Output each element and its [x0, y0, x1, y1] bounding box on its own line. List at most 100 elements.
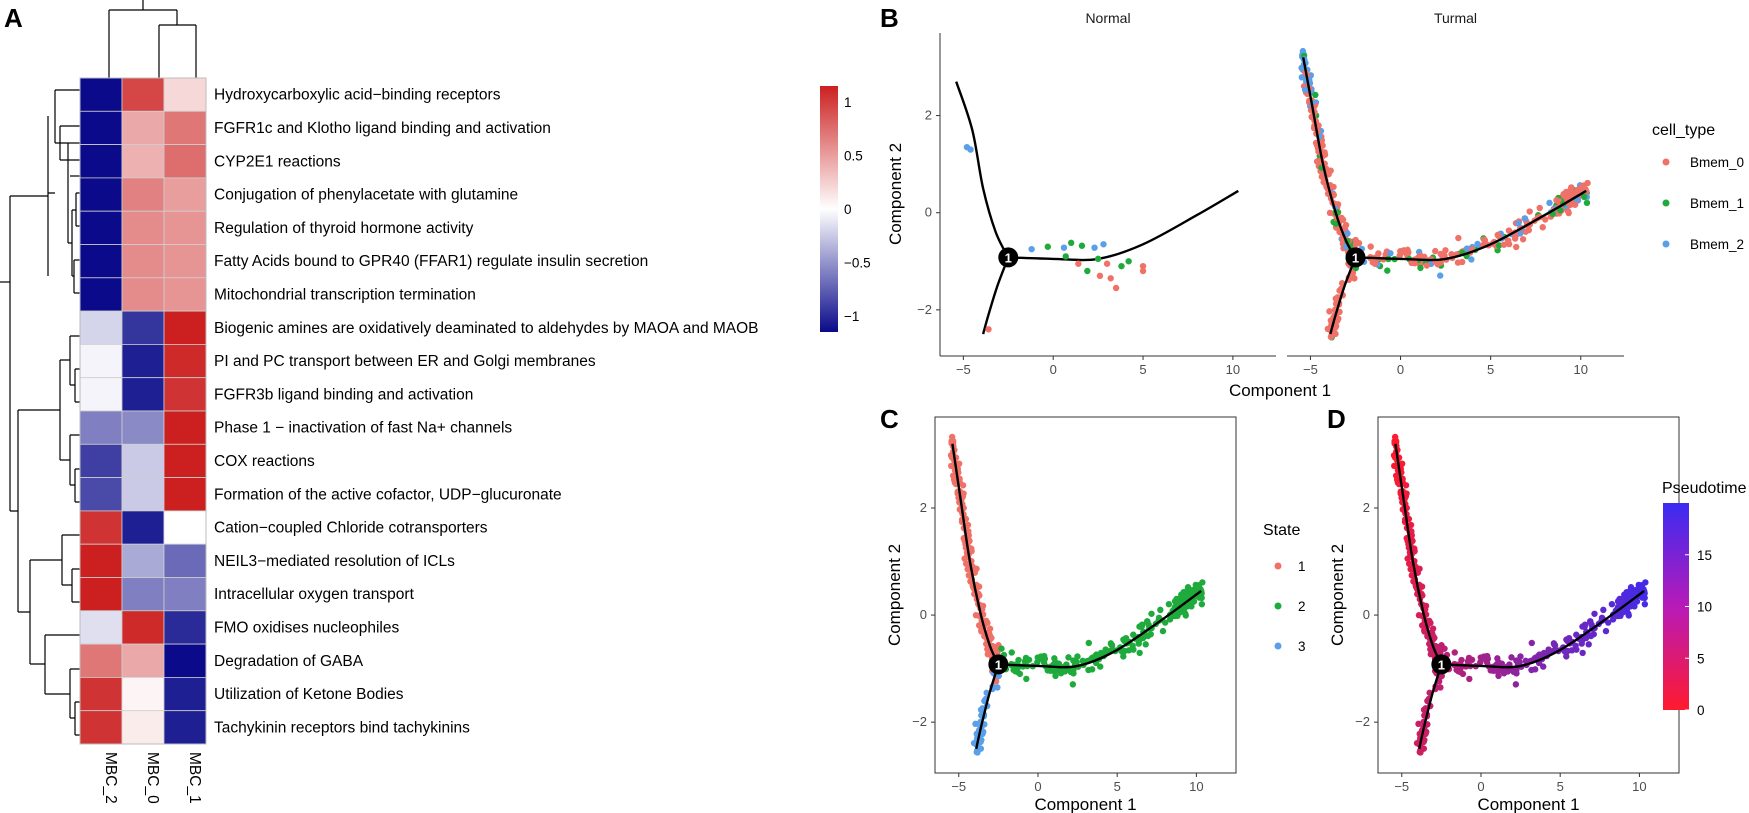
cell-point: [1070, 666, 1077, 674]
cell-point: [983, 617, 990, 625]
cell-point: [986, 625, 994, 632]
heatmap-cell: [121, 677, 165, 712]
legend-swatch: [1274, 642, 1282, 650]
heatmap-cell: [121, 410, 165, 445]
heatmap-cell: [79, 410, 123, 445]
cell-point: [961, 555, 968, 562]
cell-point: [1583, 199, 1591, 207]
cell-point: [1466, 675, 1473, 683]
trajectory-panel-c: −5 0 5 10 2 0 −2 1 Component 1 Component 2 State 1 2…: [885, 416, 1306, 813]
cell-point: [1015, 656, 1022, 664]
colorbar-tick-label: 10: [1697, 600, 1712, 615]
heatmap-row-label: Phase 1 − inactivation of fast Na+ chann…: [214, 420, 512, 437]
cell-point: [995, 672, 1002, 680]
cell-point: [1567, 201, 1574, 209]
colorbar-tick-label: 0.5: [844, 149, 863, 164]
legend-label: Bmem_1: [1690, 196, 1744, 211]
heatmap-row-label: Cation−coupled Chloride cotransporters: [214, 520, 488, 537]
cell-point: [1157, 606, 1164, 614]
cell-point: [985, 326, 992, 333]
cell-point: [1390, 462, 1398, 470]
cell-point: [948, 433, 956, 441]
cell-point: [1515, 220, 1522, 227]
heatmap-cell: [79, 610, 123, 645]
cell-point: [1431, 634, 1438, 642]
cell-point: [1513, 666, 1520, 674]
legend-label: 3: [1298, 639, 1306, 654]
heatmap-cell: [163, 343, 207, 379]
cell-point: [1495, 672, 1502, 680]
cell-point: [1417, 264, 1424, 272]
colorbar-tick-label: −1: [844, 309, 859, 324]
cell-point: [1528, 666, 1535, 674]
heatmap-row-label: Hydroxycarboxylic acid−binding receptors: [214, 87, 501, 104]
x-tick-label: −5: [956, 362, 971, 377]
cell-point: [1539, 224, 1546, 231]
cell-point: [1521, 215, 1529, 222]
legend-title: Pseudotime: [1662, 480, 1747, 497]
cell-point: [1138, 623, 1145, 631]
cell-point: [1458, 656, 1465, 664]
cell-point: [1563, 653, 1570, 660]
heatmap-cell: [163, 543, 207, 578]
heatmap-cell: [79, 510, 123, 545]
cell-point: [1411, 260, 1418, 267]
cell-point: [1511, 235, 1519, 242]
branch-point-marker: [1345, 247, 1366, 268]
heatmap-border: [79, 77, 207, 745]
trajectory-main-branch: [1441, 590, 1645, 669]
cell-point: [1052, 672, 1059, 680]
cell-point: [1327, 333, 1335, 341]
cell-point: [1344, 230, 1351, 237]
cell-point: [1627, 584, 1635, 591]
cell-point: [1312, 91, 1319, 99]
heatmap-cell: [121, 144, 165, 179]
y-axis-title: Component 2: [1328, 544, 1347, 646]
cell-point: [988, 634, 995, 642]
cell-point: [1540, 663, 1547, 670]
cell-point: [1416, 748, 1423, 756]
heatmap-cell: [121, 77, 165, 112]
cell-point: [1047, 667, 1054, 674]
cell-point: [1591, 610, 1598, 617]
heatmap-row-label: FGFR3b ligand binding and activation: [214, 386, 473, 403]
y-tick-label: 2: [925, 108, 932, 123]
cell-point: [1438, 672, 1445, 680]
cell-point: [1384, 267, 1391, 274]
cell-point: [1468, 656, 1476, 663]
heatmap-cell: [79, 643, 123, 678]
cell-point: [1585, 641, 1592, 648]
cell-point: [1159, 627, 1167, 635]
heatmap-cell: [163, 210, 207, 245]
x-tick-label: 10: [1189, 779, 1203, 794]
cell-point: [950, 476, 958, 483]
cell-point: [1065, 654, 1072, 661]
y-tick-label: −2: [917, 302, 932, 317]
cell-point: [1069, 681, 1077, 688]
y-tick-label: 2: [920, 500, 927, 515]
cell-point: [1139, 262, 1147, 270]
cell-point: [973, 565, 980, 572]
cell-point: [1041, 655, 1049, 663]
cell-point: [1298, 74, 1306, 81]
heatmap-cell: [163, 310, 207, 345]
y-axis-title: Component 2: [885, 544, 904, 646]
cell-point: [1144, 618, 1151, 625]
legend-swatch: [1662, 199, 1670, 207]
heatmap-cell: [79, 677, 123, 712]
cell-point: [1495, 242, 1503, 249]
cell-point: [994, 684, 1001, 691]
trajectory-panel-b: Normal Turmal −5 0 5 10 2 0 −2 1 −5 0 5 10 1 Component …: [886, 10, 1744, 400]
heatmap-cell: [121, 310, 165, 345]
cell-point: [1542, 216, 1549, 223]
x-tick-label: 0: [1397, 362, 1404, 377]
heatmap-column-label: MBC_0: [144, 752, 161, 804]
branch-point-label: 1: [1352, 250, 1359, 265]
cell-point: [1096, 272, 1104, 280]
heatmap-cell: [163, 477, 207, 512]
heatmap-row-label: Intracellular oxygen transport: [214, 586, 415, 603]
cell-point: [1581, 623, 1588, 631]
heatmap-cell: [163, 377, 207, 412]
colorbar-tick-label: 1: [844, 95, 852, 110]
cell-point: [1301, 86, 1309, 94]
